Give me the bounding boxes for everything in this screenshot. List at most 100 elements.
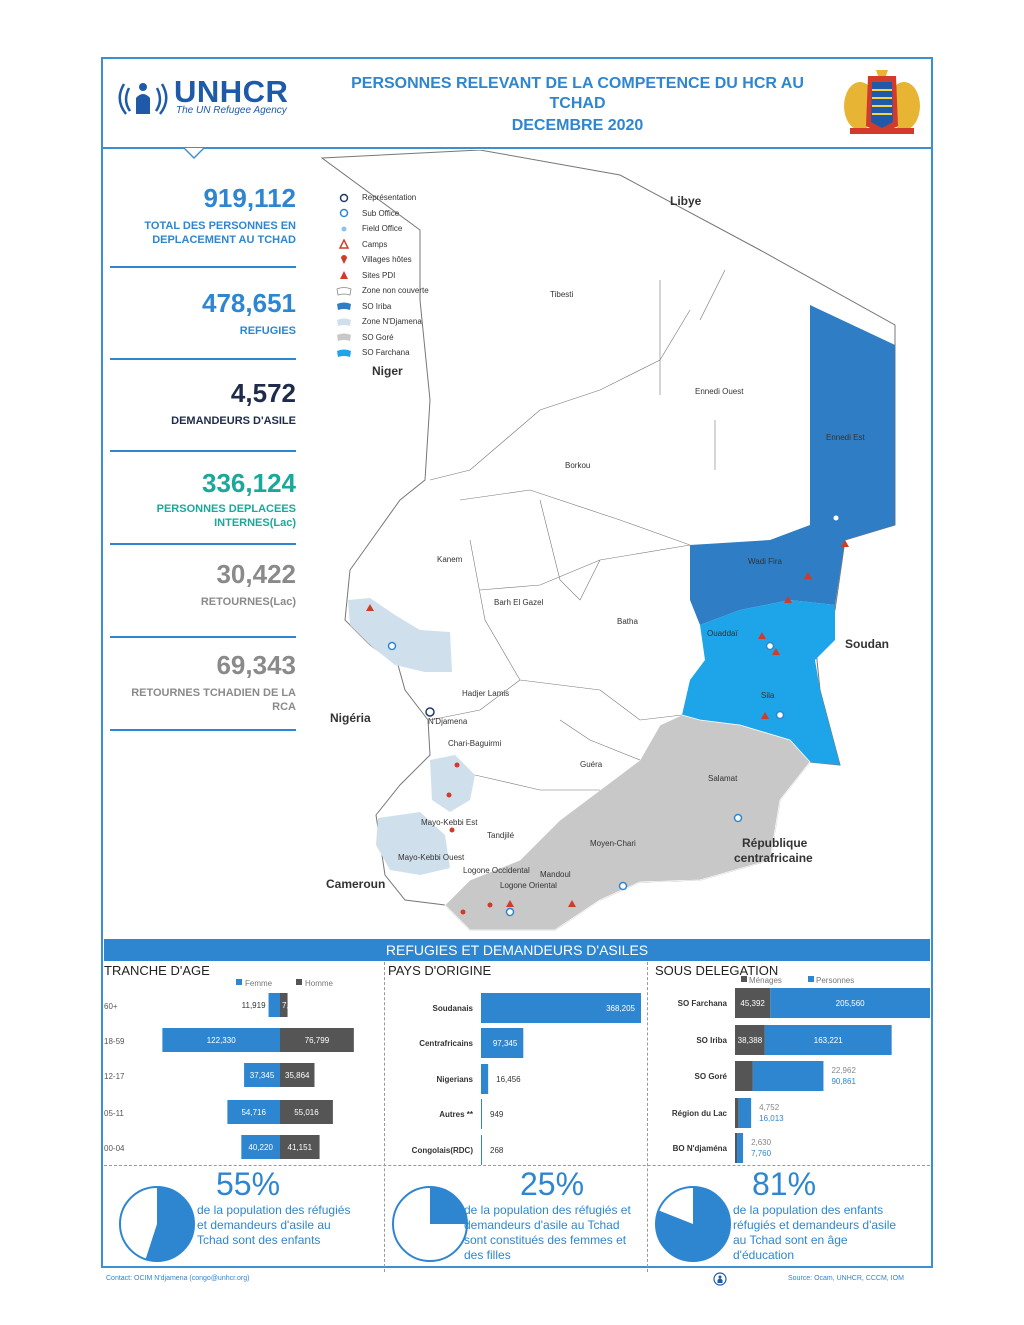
so-iriba-icon — [336, 301, 352, 311]
representation-icon — [336, 193, 352, 203]
bar-label-menages: 38,388 — [738, 1036, 763, 1045]
delegation-category-label: SO Farchana — [678, 999, 728, 1008]
host-village-marker — [454, 762, 460, 768]
stat-asylum-value: 4,572 — [230, 378, 296, 408]
so-farchana-icon — [336, 348, 352, 358]
host-village-icon — [336, 254, 352, 265]
unhcr-logo: UNHCR The UN Refugee Agency — [116, 74, 306, 124]
bar-label-menages: 22,962 — [831, 1066, 856, 1075]
stat-divider — [110, 543, 296, 545]
age-chart-title: TRANCHE D'AGE — [104, 963, 210, 978]
region-label-salamat: Salamat — [708, 774, 738, 783]
caption-line: des filles — [464, 1248, 511, 1262]
origin-bar — [481, 1064, 489, 1094]
origin-bar-label: 97,345 — [493, 1039, 518, 1048]
stat-divider — [110, 358, 296, 360]
stat-total: 919,112 TOTAL DES PERSONNES EN DEPLACEME… — [110, 183, 296, 247]
host-village-marker — [487, 902, 493, 908]
map-markers — [366, 515, 849, 917]
bar-femme — [268, 993, 280, 1017]
country-label-soudan: Soudan — [845, 637, 889, 651]
legend-item: Représentation — [336, 190, 429, 206]
legend-label: Zone N'Djamena — [362, 317, 422, 327]
row-divider — [104, 1165, 930, 1166]
camp-marker — [784, 596, 792, 603]
children-caption: de la population des réfugiés et demande… — [197, 1203, 350, 1248]
legend-swatch-femme — [236, 979, 242, 985]
bar-label-personnes: 90,861 — [831, 1077, 856, 1086]
legend-item: Villages hôtes — [336, 252, 429, 268]
region-label-mayo-kebbi-ouest: Mayo-Kebbi Ouest — [398, 853, 465, 862]
stat-idps-value: 336,124 — [202, 468, 296, 498]
legend-item: Camps — [336, 237, 429, 253]
legend-label: Field Office — [362, 224, 403, 234]
bar-label-personnes: 16,013 — [759, 1114, 784, 1123]
region-label-logone-oriental: Logone Oriental — [500, 881, 557, 890]
bar-menages — [735, 988, 771, 1018]
children-percentage: 55% — [216, 1166, 281, 1202]
office-marker — [775, 710, 785, 720]
delegation-category-label: SO Iriba — [696, 1036, 727, 1045]
ndjamena-zone-chari — [430, 755, 475, 812]
origin-bar-label: 949 — [490, 1110, 504, 1119]
host-village-marker — [449, 827, 455, 833]
bar-personnes — [738, 1098, 752, 1128]
legend-label: SO Farchana — [362, 348, 410, 358]
region-label-logone-occidental: Logone Occidental — [463, 866, 530, 875]
office-marker — [733, 813, 743, 823]
age-pyramid-chart: Femme Homme 60+ 11,919 7,863 18-59 122,330 76,7… — [104, 979, 354, 1159]
so-farchana-zone — [682, 600, 840, 765]
idp-site-icon — [336, 270, 352, 280]
bar-label-homme: 7,863 — [282, 1001, 303, 1010]
region-label-mayo-kebbi-est: Mayo-Kebbi Est — [421, 818, 478, 827]
region-label-ennedi-ouest: Ennedi Ouest — [695, 387, 744, 396]
country-label-niger: Niger — [372, 364, 403, 378]
so-gore-zone — [444, 714, 811, 931]
bar-label-menages: 45,392 — [740, 999, 765, 1008]
page-title: PERSONNES RELEVANT DE LA COMPETENCE DU H… — [325, 74, 830, 136]
delegation-chart-title: SOUS DELEGATION — [655, 963, 779, 978]
region-label-tibesti: Tibesti — [550, 290, 573, 299]
origin-bar — [481, 993, 641, 1023]
caption-line: sont constitués des femmes et — [464, 1233, 627, 1247]
ndjamena-zone-icon — [336, 317, 352, 327]
caption-line: demandeurs d'asile au Tchad — [464, 1218, 620, 1232]
stat-divider — [110, 636, 296, 638]
women-percentage: 25% — [520, 1166, 585, 1202]
bar-label-personnes: 205,560 — [836, 999, 865, 1008]
bar-homme — [280, 1063, 315, 1087]
chad-coat-of-arms-icon — [844, 70, 920, 134]
field-office-icon — [336, 224, 352, 234]
title-line-2: TCHAD — [549, 95, 606, 112]
ndjamena-zone-mayo — [376, 812, 450, 875]
caption-line: réfugiés et demandeurs d'asile — [733, 1218, 897, 1232]
bar-personnes — [770, 988, 930, 1018]
stat-returnees-lac: 30,422 RETOURNES(Lac) — [110, 559, 296, 609]
pie-slice — [656, 1187, 730, 1261]
legend-label-menages: Ménages — [749, 976, 782, 985]
stat-refugees: 478,651 REFUGIES — [110, 288, 296, 338]
origin-bar-label: 268 — [490, 1146, 504, 1155]
region-label-wadi-fira: Wadi Fira — [748, 557, 782, 566]
delegation-category-label: BO N'djaména — [673, 1144, 728, 1153]
bar-label-homme: 41,151 — [288, 1143, 313, 1152]
bar-label-personnes: 7,760 — [751, 1149, 772, 1158]
region-label-mandoul: Mandoul — [540, 870, 571, 879]
office-marker — [505, 907, 515, 917]
origin-bar-label: 16,456 — [496, 1075, 521, 1084]
country-label-rca-2: centrafricaine — [734, 851, 813, 865]
bar-femme — [227, 1100, 280, 1124]
stat-divider — [110, 266, 296, 268]
age-category-label: 12-17 — [104, 1072, 125, 1081]
stat-divider — [110, 729, 296, 731]
camp-marker — [761, 712, 769, 719]
stat-asylum-label: DEMANDEURS D'ASILE — [171, 415, 296, 427]
legend-item: Sub Office — [336, 206, 429, 222]
bar-menages — [735, 1061, 753, 1091]
bar-label-femme: 54,716 — [241, 1108, 266, 1117]
bar-femme — [241, 1135, 280, 1159]
region-label-ouaddai: Ouaddaï — [707, 629, 738, 638]
sub-office-icon — [336, 208, 352, 218]
office-marker — [765, 641, 775, 651]
region-label-ennedi-est: Ennedi Est — [826, 433, 865, 442]
